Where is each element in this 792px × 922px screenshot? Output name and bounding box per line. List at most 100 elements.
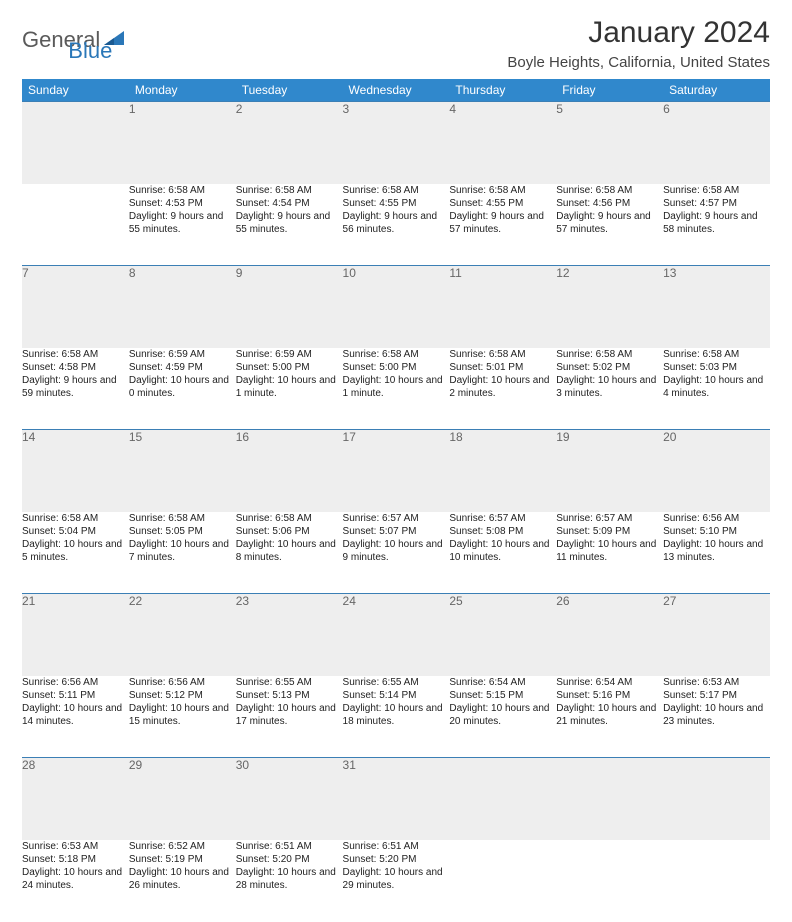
sunset-line: Sunset: 5:18 PM bbox=[22, 853, 129, 866]
day-body-cell: Sunrise: 6:56 AMSunset: 5:11 PMDaylight:… bbox=[22, 676, 129, 758]
day-body-cell: Sunrise: 6:57 AMSunset: 5:07 PMDaylight:… bbox=[343, 512, 450, 594]
sunrise-line: Sunrise: 6:59 AM bbox=[129, 348, 236, 361]
sunrise-line: Sunrise: 6:53 AM bbox=[22, 840, 129, 853]
weekday-header: Tuesday bbox=[236, 79, 343, 102]
day-number-cell: 24 bbox=[343, 594, 450, 676]
daylight-line: Daylight: 10 hours and 7 minutes. bbox=[129, 538, 236, 564]
day-body-cell: Sunrise: 6:53 AMSunset: 5:18 PMDaylight:… bbox=[22, 840, 129, 922]
sunrise-line: Sunrise: 6:53 AM bbox=[663, 676, 770, 689]
sunrise-line: Sunrise: 6:58 AM bbox=[556, 184, 663, 197]
daylight-line: Daylight: 10 hours and 21 minutes. bbox=[556, 702, 663, 728]
day-body-cell: Sunrise: 6:58 AMSunset: 4:53 PMDaylight:… bbox=[129, 184, 236, 266]
day-number-cell: 6 bbox=[663, 102, 770, 184]
sunrise-line: Sunrise: 6:55 AM bbox=[343, 676, 450, 689]
sunrise-line: Sunrise: 6:58 AM bbox=[22, 512, 129, 525]
sunset-line: Sunset: 5:20 PM bbox=[343, 853, 450, 866]
day-body-cell: Sunrise: 6:58 AMSunset: 4:55 PMDaylight:… bbox=[449, 184, 556, 266]
sunset-line: Sunset: 4:54 PM bbox=[236, 197, 343, 210]
day-number-cell: 26 bbox=[556, 594, 663, 676]
weekday-header: Thursday bbox=[449, 79, 556, 102]
day-number-cell: 1 bbox=[129, 102, 236, 184]
daylight-line: Daylight: 9 hours and 55 minutes. bbox=[129, 210, 236, 236]
day-number-cell: 25 bbox=[449, 594, 556, 676]
day-body-cell bbox=[22, 184, 129, 266]
day-number-cell: 14 bbox=[22, 430, 129, 512]
daylight-line: Daylight: 9 hours and 56 minutes. bbox=[343, 210, 450, 236]
sunrise-line: Sunrise: 6:58 AM bbox=[236, 512, 343, 525]
day-body-cell: Sunrise: 6:58 AMSunset: 4:54 PMDaylight:… bbox=[236, 184, 343, 266]
sunset-line: Sunset: 5:01 PM bbox=[449, 361, 556, 374]
sunset-line: Sunset: 5:17 PM bbox=[663, 689, 770, 702]
sunrise-line: Sunrise: 6:58 AM bbox=[236, 184, 343, 197]
sunset-line: Sunset: 5:06 PM bbox=[236, 525, 343, 538]
sunrise-line: Sunrise: 6:54 AM bbox=[449, 676, 556, 689]
day-body-cell bbox=[663, 840, 770, 922]
day-body-cell bbox=[556, 840, 663, 922]
day-body-cell: Sunrise: 6:53 AMSunset: 5:17 PMDaylight:… bbox=[663, 676, 770, 758]
daylight-line: Daylight: 10 hours and 14 minutes. bbox=[22, 702, 129, 728]
daylight-line: Daylight: 9 hours and 57 minutes. bbox=[556, 210, 663, 236]
day-number-cell: 4 bbox=[449, 102, 556, 184]
day-number-cell: 11 bbox=[449, 266, 556, 348]
day-body-cell: Sunrise: 6:57 AMSunset: 5:09 PMDaylight:… bbox=[556, 512, 663, 594]
daylight-line: Daylight: 10 hours and 11 minutes. bbox=[556, 538, 663, 564]
day-body-cell: Sunrise: 6:51 AMSunset: 5:20 PMDaylight:… bbox=[343, 840, 450, 922]
sunrise-line: Sunrise: 6:52 AM bbox=[129, 840, 236, 853]
day-number-cell: 20 bbox=[663, 430, 770, 512]
day-number-cell: 27 bbox=[663, 594, 770, 676]
sunset-line: Sunset: 5:15 PM bbox=[449, 689, 556, 702]
logo-text-blue: Blue bbox=[68, 38, 112, 64]
sunset-line: Sunset: 4:53 PM bbox=[129, 197, 236, 210]
day-number-cell: 7 bbox=[22, 266, 129, 348]
daylight-line: Daylight: 10 hours and 20 minutes. bbox=[449, 702, 556, 728]
daylight-line: Daylight: 10 hours and 3 minutes. bbox=[556, 374, 663, 400]
daylight-line: Daylight: 10 hours and 10 minutes. bbox=[449, 538, 556, 564]
sunrise-line: Sunrise: 6:57 AM bbox=[343, 512, 450, 525]
weekday-header: Monday bbox=[129, 79, 236, 102]
day-body-cell: Sunrise: 6:56 AMSunset: 5:12 PMDaylight:… bbox=[129, 676, 236, 758]
sunset-line: Sunset: 5:16 PM bbox=[556, 689, 663, 702]
day-body-cell: Sunrise: 6:59 AMSunset: 5:00 PMDaylight:… bbox=[236, 348, 343, 430]
weekday-header: Friday bbox=[556, 79, 663, 102]
sunset-line: Sunset: 5:14 PM bbox=[343, 689, 450, 702]
daylight-line: Daylight: 9 hours and 59 minutes. bbox=[22, 374, 129, 400]
daylight-line: Daylight: 10 hours and 5 minutes. bbox=[22, 538, 129, 564]
day-body-cell: Sunrise: 6:58 AMSunset: 4:58 PMDaylight:… bbox=[22, 348, 129, 430]
weekday-header: Saturday bbox=[663, 79, 770, 102]
day-body-cell: Sunrise: 6:58 AMSunset: 5:05 PMDaylight:… bbox=[129, 512, 236, 594]
day-number-cell: 30 bbox=[236, 758, 343, 840]
sunrise-line: Sunrise: 6:55 AM bbox=[236, 676, 343, 689]
sunset-line: Sunset: 4:57 PM bbox=[663, 197, 770, 210]
sunrise-line: Sunrise: 6:58 AM bbox=[343, 184, 450, 197]
sunset-line: Sunset: 4:55 PM bbox=[343, 197, 450, 210]
daylight-line: Daylight: 10 hours and 1 minute. bbox=[236, 374, 343, 400]
day-number-cell: 31 bbox=[343, 758, 450, 840]
sunset-line: Sunset: 5:02 PM bbox=[556, 361, 663, 374]
sunset-line: Sunset: 5:11 PM bbox=[22, 689, 129, 702]
day-body-cell: Sunrise: 6:58 AMSunset: 5:03 PMDaylight:… bbox=[663, 348, 770, 430]
daylight-line: Daylight: 9 hours and 58 minutes. bbox=[663, 210, 770, 236]
sunrise-line: Sunrise: 6:58 AM bbox=[449, 348, 556, 361]
day-body-cell: Sunrise: 6:58 AMSunset: 5:01 PMDaylight:… bbox=[449, 348, 556, 430]
day-number-cell: 13 bbox=[663, 266, 770, 348]
sunrise-line: Sunrise: 6:58 AM bbox=[449, 184, 556, 197]
sunset-line: Sunset: 5:09 PM bbox=[556, 525, 663, 538]
sunrise-line: Sunrise: 6:58 AM bbox=[22, 348, 129, 361]
day-body-cell: Sunrise: 6:54 AMSunset: 5:16 PMDaylight:… bbox=[556, 676, 663, 758]
sunset-line: Sunset: 5:05 PM bbox=[129, 525, 236, 538]
day-body-cell: Sunrise: 6:56 AMSunset: 5:10 PMDaylight:… bbox=[663, 512, 770, 594]
sunset-line: Sunset: 5:20 PM bbox=[236, 853, 343, 866]
sunrise-line: Sunrise: 6:56 AM bbox=[663, 512, 770, 525]
daylight-line: Daylight: 10 hours and 29 minutes. bbox=[343, 866, 450, 892]
sunrise-line: Sunrise: 6:58 AM bbox=[343, 348, 450, 361]
day-number-cell: 28 bbox=[22, 758, 129, 840]
location-subtitle: Boyle Heights, California, United States bbox=[507, 54, 770, 71]
weekday-header: Wednesday bbox=[343, 79, 450, 102]
daylight-line: Daylight: 10 hours and 18 minutes. bbox=[343, 702, 450, 728]
daylight-line: Daylight: 10 hours and 24 minutes. bbox=[22, 866, 129, 892]
day-body-cell: Sunrise: 6:58 AMSunset: 5:00 PMDaylight:… bbox=[343, 348, 450, 430]
day-number-cell: 18 bbox=[449, 430, 556, 512]
day-number-cell bbox=[663, 758, 770, 840]
day-number-cell: 19 bbox=[556, 430, 663, 512]
sunset-line: Sunset: 5:03 PM bbox=[663, 361, 770, 374]
